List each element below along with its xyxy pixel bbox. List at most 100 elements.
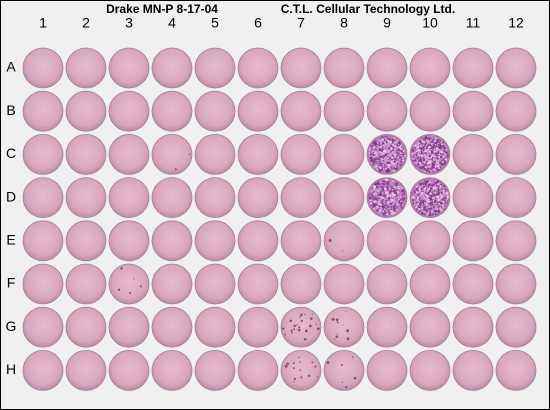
spot [433,180,435,183]
spot [427,159,429,161]
spot [391,139,394,142]
spot [386,164,389,167]
spot [374,145,376,148]
spot [420,186,422,189]
spot [432,186,435,189]
well [22,47,64,89]
spot [296,329,298,331]
spot [433,205,435,208]
well [194,90,236,132]
spot [426,198,429,201]
well [452,263,494,305]
spot [439,185,442,188]
spot [387,209,390,212]
column-label: 6 [254,15,262,31]
well [108,177,150,219]
spot [435,196,439,199]
spot [428,206,431,209]
spot [293,381,295,383]
well [280,47,322,89]
spot [383,204,385,206]
well [237,177,279,219]
well [280,177,322,219]
row-label: C [6,145,16,161]
spot [414,203,416,206]
spot [376,141,379,144]
spot [429,192,432,196]
spot [394,143,396,145]
spot [298,326,301,329]
spot [433,160,437,163]
spot [377,154,380,156]
spot [441,151,443,154]
spot [439,206,442,210]
spot [377,193,380,196]
spot [416,205,418,208]
spot [411,198,415,202]
spot [370,193,372,196]
spot [432,168,435,170]
spot [374,197,378,200]
spot [411,149,415,153]
spot [379,141,382,143]
spot [418,141,420,144]
spot [422,158,426,161]
spot [389,202,393,206]
spot [414,144,418,147]
well [366,306,408,348]
spot [386,185,388,188]
spot [434,187,437,190]
spot [397,196,399,198]
spot [414,200,416,202]
spot [442,160,444,163]
spot [385,153,388,156]
spot [421,155,424,158]
spot [341,250,344,252]
spot [120,267,123,270]
spot [421,139,423,142]
spot [375,207,378,209]
spot [438,153,441,156]
spot [425,168,429,172]
spot [441,163,444,166]
well [237,263,279,305]
spot [388,146,390,148]
spot [437,160,440,162]
spot [387,198,389,200]
spot [376,157,380,160]
spot [417,195,420,197]
spot [431,151,434,155]
spot [375,154,378,156]
spot [396,201,399,204]
spot [412,159,415,162]
spot [379,187,381,189]
spot [393,203,395,206]
spot [423,211,425,213]
spot [388,188,391,191]
spot [433,214,435,216]
spot [419,193,422,196]
spot [443,195,445,197]
well [151,47,193,89]
spot [371,158,374,162]
well [65,177,107,219]
spot [434,199,437,202]
spot [373,191,375,193]
spot [336,333,338,335]
spot [399,204,402,207]
spot [434,194,437,197]
spot [392,144,394,146]
spot [395,141,398,144]
spot [425,162,427,164]
spot [379,203,382,206]
well [280,220,322,262]
spot [391,207,393,209]
well-grid [22,47,537,391]
spot [346,337,350,341]
spot [380,206,382,209]
well [495,220,537,262]
spot [418,197,421,200]
spot [380,183,382,185]
well [323,263,365,305]
spot [436,209,438,211]
